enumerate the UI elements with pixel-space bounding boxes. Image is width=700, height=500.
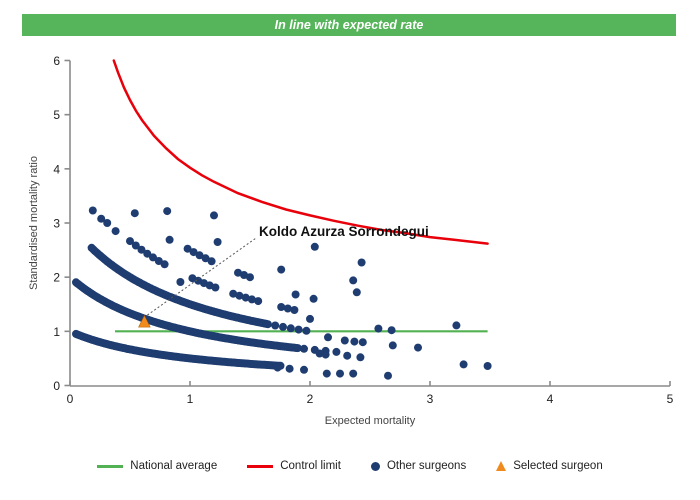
- x-tick-label: 2: [307, 392, 314, 406]
- other-surgeons-bands: [72, 237, 341, 370]
- legend-label: Other surgeons: [386, 460, 467, 472]
- legend: National average Control limit Other sur…: [0, 456, 700, 476]
- national-average-line-icon: [97, 464, 124, 468]
- selected-surgeon-triangle-icon: [496, 461, 507, 471]
- x-tick-label: 1: [187, 392, 194, 406]
- x-tick-label: 5: [667, 392, 674, 406]
- legend-label: Selected surgeon: [513, 460, 603, 472]
- axes: [64, 59, 671, 387]
- legend-item-national-average: National average: [97, 460, 217, 472]
- header-title: In line with expected rate: [274, 18, 424, 32]
- legend-item-other-surgeons: Other surgeons: [370, 460, 467, 472]
- tick-labels: 0 1 2 3 4 5 6 0 1 2 3 4 5: [53, 54, 673, 406]
- annotation-leader-line: [147, 237, 257, 316]
- y-tick-label: 1: [53, 325, 60, 339]
- y-tick-label: 4: [53, 162, 60, 176]
- y-axis-title: Standardised mortality ratio: [28, 156, 40, 290]
- y-tick-label: 0: [53, 379, 60, 393]
- y-tick-label: 5: [53, 108, 60, 122]
- x-axis-title: Expected mortality: [325, 415, 416, 427]
- header-banner: In line with expected rate: [22, 14, 676, 36]
- control-limit-line-icon: [247, 464, 274, 468]
- selected-surgeon-marker: [138, 314, 151, 328]
- y-tick-label: 3: [53, 216, 60, 230]
- selected-surgeon-label: Koldo Azurza Sorrondegui: [259, 224, 429, 239]
- legend-label: National average: [130, 460, 218, 472]
- other-surgeons-points: [88, 206, 492, 380]
- x-tick-label: 3: [427, 392, 434, 406]
- legend-label: Control limit: [280, 460, 341, 472]
- x-tick-label: 0: [67, 392, 74, 406]
- other-surgeons-dot-icon: [370, 461, 380, 471]
- legend-item-control-limit: Control limit: [247, 460, 341, 472]
- x-tick-label: 4: [547, 392, 554, 406]
- legend-item-selected-surgeon: Selected surgeon: [496, 460, 603, 472]
- control-limit-curve: [112, 59, 489, 245]
- y-tick-label: 6: [53, 54, 60, 68]
- y-tick-label: 2: [53, 271, 60, 285]
